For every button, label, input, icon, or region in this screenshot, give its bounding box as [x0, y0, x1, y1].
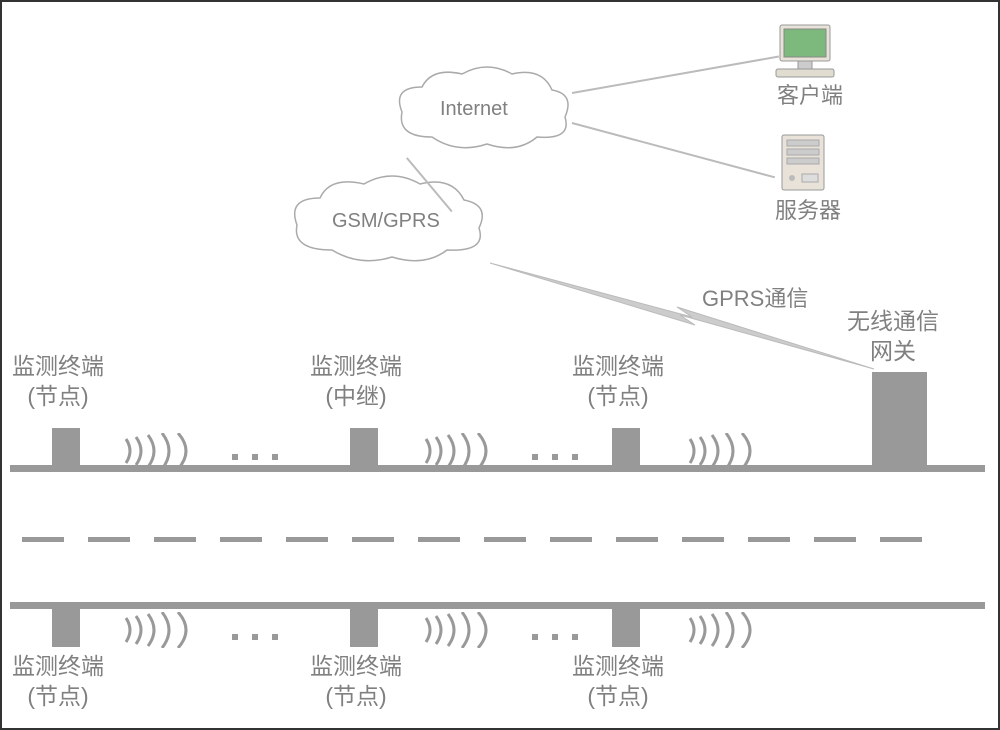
client-label: 客户端	[777, 82, 843, 111]
wave-icon	[120, 433, 200, 469]
top-node-2	[350, 428, 378, 466]
gateway-label: 无线通信 网关	[847, 307, 939, 367]
ellipsis-dots	[532, 454, 578, 460]
server-label: 服务器	[775, 197, 841, 226]
bottom-node-1-label: 监测终端 (节点)	[12, 652, 104, 712]
internet-cloud-label: Internet	[440, 98, 508, 121]
server-icon	[777, 130, 832, 195]
client-icon	[772, 20, 842, 80]
bottom-node-2-label: 监测终端 (节点)	[310, 652, 402, 712]
top-node-3-label: 监测终端 (节点)	[572, 352, 664, 412]
connector-internet-server	[572, 122, 775, 178]
wave-icon	[420, 433, 500, 469]
top-node-2-label: 监测终端 (中继)	[310, 352, 402, 412]
connector-internet-client	[572, 56, 779, 94]
gateway-label-line2: 网关	[870, 338, 916, 364]
wave-icon	[120, 612, 200, 648]
bottom-line	[10, 602, 985, 609]
gsm-cloud-label: GSM/GPRS	[332, 210, 440, 233]
gprs-lightning-icon	[482, 257, 882, 377]
bottom-node-3	[612, 609, 640, 647]
wave-icon	[420, 612, 500, 648]
ellipsis-dots	[232, 454, 278, 460]
bottom-node-2	[350, 609, 378, 647]
bottom-node-1	[52, 609, 80, 647]
top-node-3	[612, 428, 640, 466]
gprs-comm-label: GPRS通信	[702, 285, 808, 314]
gateway-box	[872, 372, 927, 467]
gateway-label-line1: 无线通信	[847, 308, 939, 334]
middle-dash-line	[22, 537, 922, 542]
top-node-1	[52, 428, 80, 466]
ellipsis-dots	[532, 634, 578, 640]
wave-icon	[684, 612, 764, 648]
wave-icon	[684, 433, 764, 469]
ellipsis-dots	[232, 634, 278, 640]
bottom-node-3-label: 监测终端 (节点)	[572, 652, 664, 712]
top-node-1-label: 监测终端 (节点)	[12, 352, 104, 412]
